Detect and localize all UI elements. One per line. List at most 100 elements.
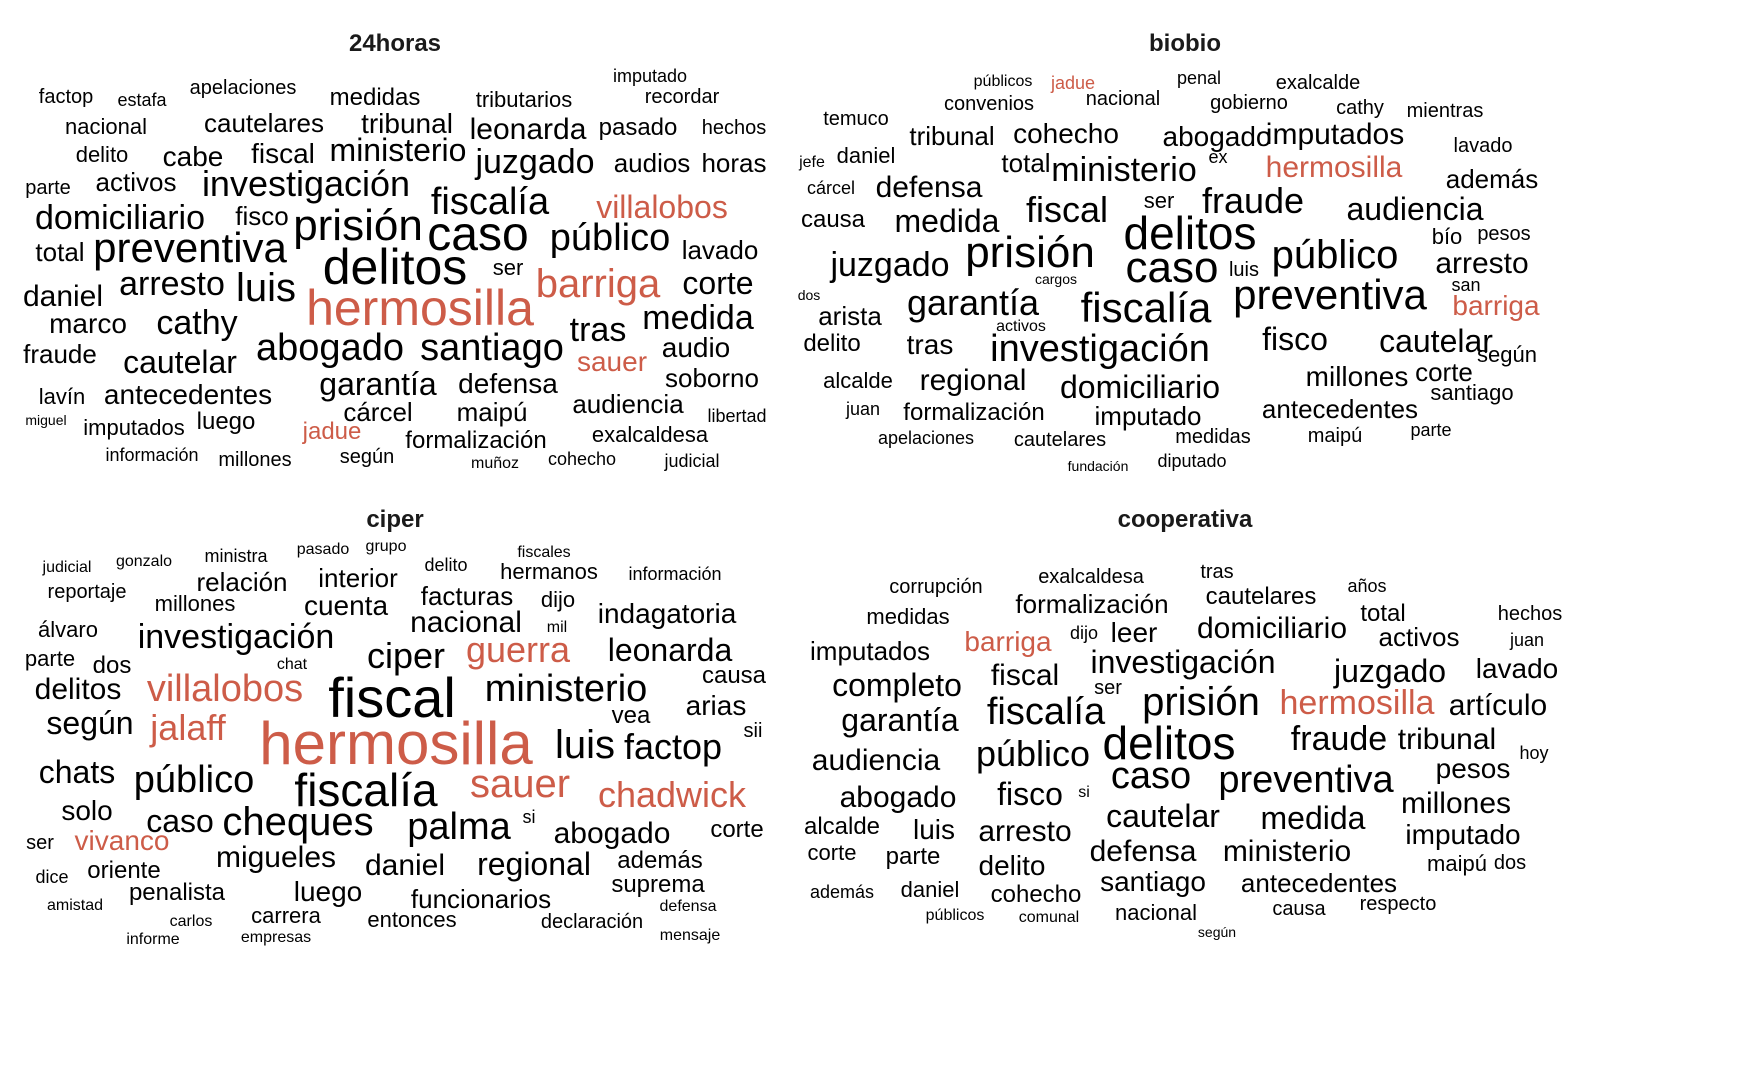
- word-antecedentes: antecedentes: [1261, 394, 1419, 424]
- word-daniel: daniel: [836, 143, 896, 168]
- word-millones: millones: [218, 449, 292, 471]
- word-audio: audio: [661, 332, 731, 363]
- word-audiencia: audiencia: [572, 389, 684, 419]
- word-corrupción: corrupción: [889, 576, 983, 598]
- word-medidas: medidas: [1175, 426, 1251, 448]
- word-tribunal: tribunal: [1397, 723, 1497, 756]
- word-parte: parte: [1410, 420, 1452, 440]
- word-apelaciones: apelaciones: [189, 77, 297, 99]
- word-causa: causa: [701, 662, 767, 689]
- word-pasado: pasado: [296, 541, 350, 558]
- word-leonarda: leonarda: [607, 632, 733, 668]
- word-fraude: fraude: [23, 339, 97, 369]
- word-millones: millones: [1400, 787, 1512, 820]
- word-parte: parte: [25, 177, 71, 199]
- word-medidas: medidas: [329, 84, 421, 111]
- word-hermosilla: hermosilla: [1279, 684, 1435, 722]
- word-garantía: garantía: [841, 702, 959, 738]
- word-preventiva: preventiva: [1233, 271, 1427, 318]
- word-temuco: temuco: [823, 108, 889, 130]
- word-regional: regional: [477, 846, 591, 882]
- panel-ciper: ciper hermosilla fiscal fiscalía sauer chequ…: [0, 490, 790, 970]
- word-ministerio: ministerio: [1222, 835, 1352, 868]
- word-según: según: [46, 705, 134, 741]
- word-judicial: judicial: [42, 559, 92, 576]
- word-investigación: investigación: [990, 328, 1210, 370]
- word-empresas: empresas: [240, 929, 312, 946]
- word-investigación: investigación: [1090, 644, 1276, 680]
- word-arresto: arresto: [1435, 247, 1529, 280]
- word-arias: arias: [685, 690, 747, 721]
- word-declaración: declaración: [540, 911, 644, 933]
- word-además: además: [809, 882, 875, 902]
- word-activos: activos: [95, 167, 177, 197]
- word-domiciliario: domiciliario: [1059, 369, 1221, 405]
- word-juzgado: juzgado: [830, 246, 950, 284]
- word-pasado: pasado: [598, 114, 678, 141]
- panel-title-cooperativa: cooperativa: [1117, 506, 1253, 533]
- word-ser: ser: [26, 832, 54, 854]
- word-dos: dos: [92, 652, 132, 679]
- word-leonarda: leonarda: [469, 113, 587, 146]
- word-penalista: penalista: [128, 879, 226, 906]
- word-públicos: públicos: [973, 73, 1033, 90]
- word-exalcaldesa: exalcaldesa: [591, 422, 709, 447]
- word-si: si: [522, 807, 536, 827]
- wordcloud-biobio: delitos caso prisión preventiva fiscalía públ…: [790, 0, 1580, 490]
- word-según: según: [1197, 924, 1237, 940]
- word-sauer: sauer: [576, 346, 648, 377]
- word-cautelares: cautelares: [1205, 583, 1317, 610]
- word-información: información: [628, 564, 722, 584]
- word-audios: audios: [613, 148, 691, 178]
- word-recordar: recordar: [644, 86, 720, 108]
- word-oriente: oriente: [87, 857, 161, 884]
- word-delito: delito: [424, 555, 468, 575]
- word-cautelar: cautelar: [1106, 798, 1220, 834]
- word-migueles: migueles: [215, 841, 337, 874]
- word-funcionarios: funcionarios: [410, 884, 552, 914]
- word-defensa: defensa: [1089, 835, 1197, 868]
- word-hechos: hechos: [1497, 603, 1563, 625]
- word-delitos: delitos: [34, 673, 122, 706]
- word-defensa: defensa: [875, 171, 983, 204]
- word-lavado: lavado: [681, 235, 759, 265]
- word-alcalde: alcalde: [803, 813, 881, 840]
- word-luis: luis: [1228, 259, 1260, 281]
- word-entonces: entonces: [367, 907, 457, 932]
- word-medida: medida: [642, 299, 754, 337]
- word-fisco: fisco: [997, 776, 1063, 812]
- word-cohecho: cohecho: [990, 881, 1082, 908]
- word-nacional: nacional: [1115, 900, 1197, 925]
- word-tras: tras: [906, 329, 954, 360]
- word-fiscales: fiscales: [517, 544, 571, 561]
- word-corte: corte: [1415, 357, 1473, 387]
- word-cathy: cathy: [1336, 97, 1384, 119]
- word-solo: solo: [61, 795, 113, 826]
- word-abogado: abogado: [256, 327, 404, 369]
- word-chadwick: chadwick: [597, 774, 747, 815]
- word-tribunal: tribunal: [909, 121, 995, 151]
- word-lavado: lavado: [1475, 653, 1559, 684]
- word-interior: interior: [318, 563, 398, 593]
- word-facturas: facturas: [420, 581, 514, 611]
- word-jadue: jadue: [302, 418, 362, 445]
- word-público: público: [549, 217, 671, 259]
- word-años: años: [1347, 576, 1387, 596]
- word-audiencia: audiencia: [1346, 191, 1484, 227]
- word-fiscal: fiscal: [328, 666, 456, 729]
- word-luego: luego: [196, 408, 256, 435]
- word-juzgado: juzgado: [1333, 653, 1447, 689]
- word-exalcaldesa: exalcaldesa: [1038, 566, 1144, 588]
- word-prisión: prisión: [965, 228, 1095, 277]
- word-luis: luis: [554, 723, 616, 767]
- word-informe: informe: [126, 931, 180, 948]
- word-respecto: respecto: [1359, 893, 1437, 915]
- word-santiago: santiago: [1100, 866, 1206, 897]
- word-imputado: imputado: [612, 66, 688, 86]
- word-fiscal: fiscal: [1025, 189, 1109, 230]
- word-defensa: defensa: [659, 898, 717, 915]
- word-lavado: lavado: [1453, 135, 1513, 157]
- word-lavín: lavín: [38, 384, 86, 409]
- word-fiscalía: fiscalía: [986, 691, 1106, 733]
- word-villalobos: villalobos: [146, 668, 304, 710]
